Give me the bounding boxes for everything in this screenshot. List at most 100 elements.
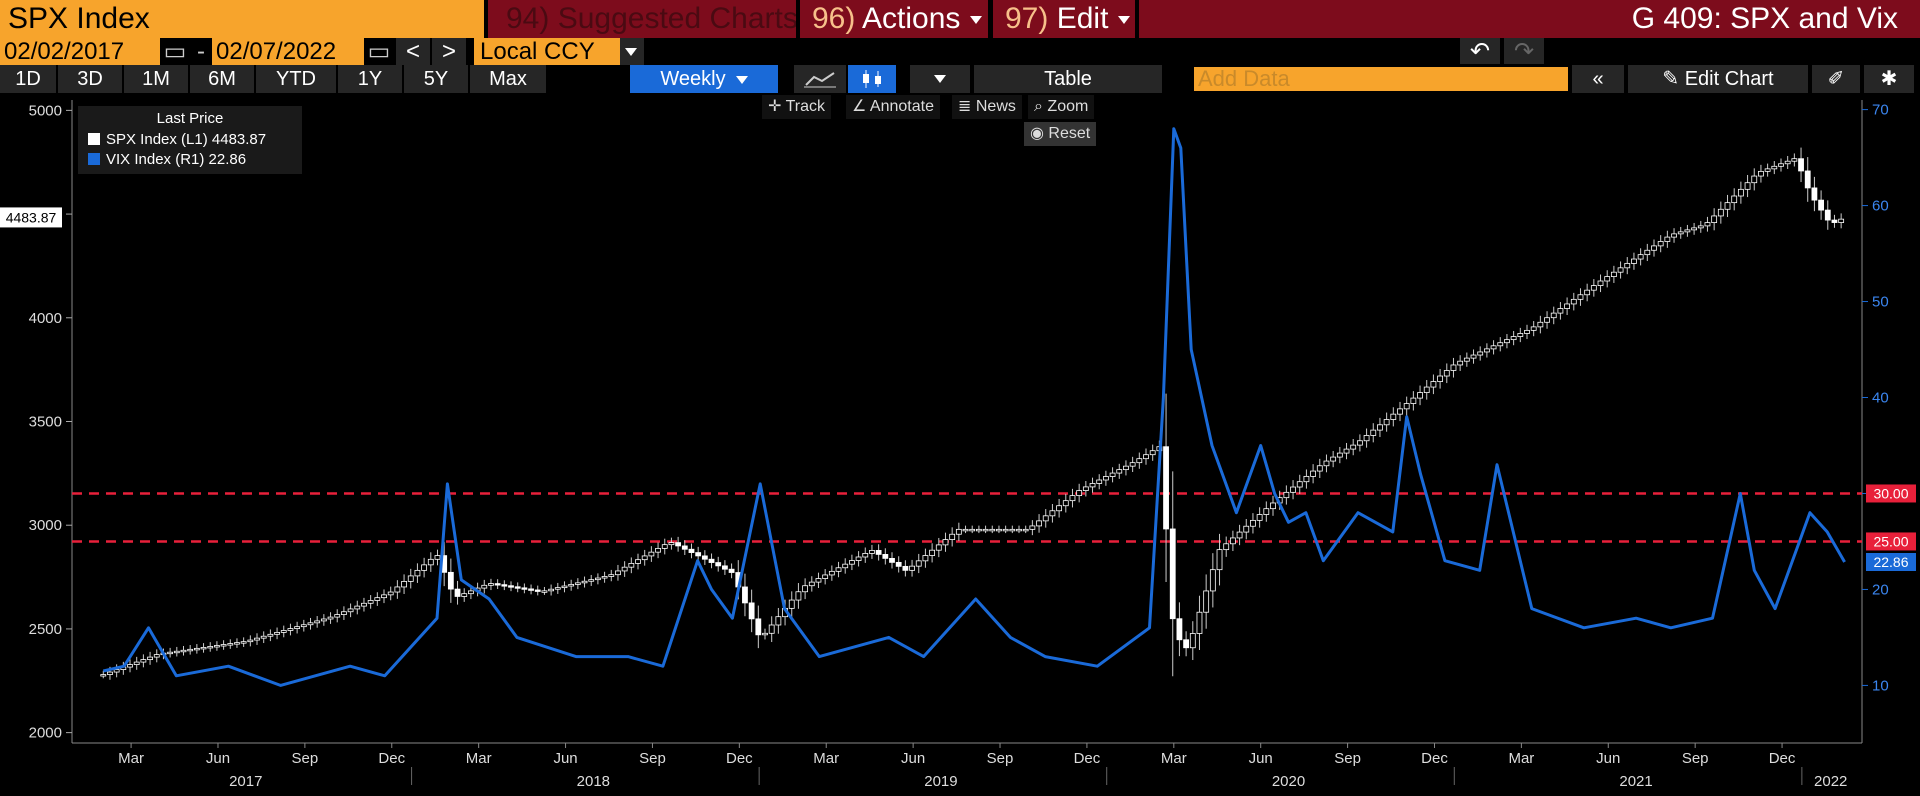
x-tick-label: Sep bbox=[987, 750, 1014, 767]
annotate-label: Annotate bbox=[869, 98, 934, 115]
reset-button[interactable]: ◉ Reset bbox=[1024, 122, 1097, 146]
ticker-field[interactable]: SPX Index bbox=[0, 0, 484, 38]
spx-candle-body bbox=[1229, 537, 1236, 545]
spx-candle-body bbox=[508, 585, 514, 588]
legend-item-vix[interactable]: VIX Index (R1) 22.86 bbox=[78, 150, 302, 170]
spx-candle-body bbox=[1129, 462, 1136, 467]
spx-candle-body bbox=[935, 544, 942, 551]
period-6m-button[interactable]: 6M bbox=[190, 65, 254, 93]
gear-icon[interactable]: ✱ bbox=[1864, 65, 1914, 93]
chart-type-dropdown[interactable] bbox=[910, 65, 970, 93]
spx-candle-body bbox=[1610, 271, 1617, 277]
spx-candle-body bbox=[655, 548, 661, 553]
spx-candle-body bbox=[361, 602, 367, 607]
period-3d-button[interactable]: 3D bbox=[58, 65, 122, 93]
spx-vix-chart[interactable]: 20002500300035004000500010203040506070Ma… bbox=[0, 93, 1920, 796]
prev-range-button[interactable]: < bbox=[396, 38, 430, 65]
zoom-tool[interactable]: ⌕ Zoom bbox=[1028, 95, 1095, 119]
spx-candle-body bbox=[795, 591, 802, 601]
period-max-button[interactable]: Max bbox=[470, 65, 546, 93]
spx-candle-body bbox=[1056, 505, 1063, 512]
spx-candle-body bbox=[1717, 208, 1724, 217]
end-date-input[interactable]: 02/07/2022 bbox=[212, 38, 364, 65]
spx-candle-body bbox=[521, 587, 528, 590]
magnifier-icon: ⌕ bbox=[1034, 98, 1043, 115]
calendar-icon[interactable]: ▭ bbox=[367, 38, 391, 65]
spx-candle-body bbox=[461, 593, 468, 597]
period-1y-button[interactable]: 1Y bbox=[338, 65, 402, 93]
spx-candle-body bbox=[1524, 329, 1530, 334]
spx-candle-body bbox=[615, 570, 621, 576]
x-tick-label: Dec bbox=[1074, 750, 1101, 767]
edit-chart-button[interactable]: ✎ Edit Chart bbox=[1628, 65, 1808, 93]
currency-dropdown-button[interactable] bbox=[620, 38, 644, 65]
spx-candle-body bbox=[1049, 510, 1056, 517]
spx-candle-body bbox=[1430, 381, 1437, 388]
spx-candle-body bbox=[320, 618, 327, 622]
spx-candle-body bbox=[534, 589, 541, 592]
undo-icon[interactable]: ↶ bbox=[1460, 38, 1500, 64]
period-ytd-button[interactable]: YTD bbox=[256, 65, 336, 93]
spx-candle-body bbox=[1657, 241, 1664, 247]
spx-candle-body bbox=[595, 577, 601, 581]
spx-last-badge bbox=[0, 207, 62, 228]
next-range-button[interactable]: > bbox=[432, 38, 466, 65]
x-tick-label: Mar bbox=[466, 750, 492, 767]
spx-candle-body bbox=[1183, 639, 1190, 649]
spx-candle-body bbox=[334, 614, 341, 618]
spx-candle-body bbox=[1731, 195, 1738, 204]
candlestick-icon[interactable] bbox=[848, 65, 896, 93]
collapse-icon[interactable]: « bbox=[1572, 65, 1624, 93]
start-date-input[interactable]: 02/02/2017 bbox=[0, 38, 160, 65]
annotate-tool[interactable]: ∠ Annotate bbox=[846, 95, 940, 119]
x-tick-label: Mar bbox=[1161, 750, 1187, 767]
spx-candle-body bbox=[1771, 165, 1778, 170]
spx-candle-body bbox=[1256, 514, 1263, 521]
legend-label-vix: VIX Index (R1) 22.86 bbox=[106, 151, 247, 168]
news-tool[interactable]: ≣ News bbox=[952, 95, 1022, 119]
actions-menu[interactable]: 96) Actions bbox=[800, 0, 988, 38]
spx-candle-body bbox=[1196, 611, 1203, 634]
chevron-down-icon bbox=[970, 16, 983, 25]
spx-candle-body bbox=[701, 555, 708, 560]
spx-last-label: 4483.87 bbox=[6, 209, 57, 225]
period-1d-button[interactable]: 1D bbox=[0, 65, 56, 93]
suggested-charts-label: Suggested Charts bbox=[557, 2, 796, 35]
spx-candle-body bbox=[635, 559, 641, 564]
reference-lines: 30.00 25.00 bbox=[72, 484, 1916, 551]
frequency-select[interactable]: Weekly bbox=[630, 65, 778, 93]
zoom-label: Zoom bbox=[1047, 98, 1089, 115]
edit-layout-icon[interactable]: ✐ bbox=[1812, 65, 1860, 93]
period-5y-button[interactable]: 5Y bbox=[404, 65, 468, 93]
vix-series bbox=[102, 127, 1846, 687]
track-tool[interactable]: ✛ Track bbox=[762, 95, 831, 119]
spx-candle-body bbox=[488, 583, 494, 586]
calendar-icon[interactable]: ▭ bbox=[163, 38, 187, 65]
spx-candle-body bbox=[1263, 508, 1270, 515]
add-data-input[interactable]: Add Data bbox=[1194, 67, 1568, 91]
spx-candle-body bbox=[848, 560, 855, 565]
spx-candle-body bbox=[1330, 456, 1337, 462]
spx-candle-body bbox=[1203, 590, 1210, 613]
spx-candle-body bbox=[942, 539, 949, 546]
spx-candle-body bbox=[1250, 519, 1256, 527]
spx-candle-body bbox=[1544, 317, 1550, 323]
spx-candle-body bbox=[1637, 254, 1644, 260]
header-bar: SPX Index 94) Suggested Charts 96) Actio… bbox=[0, 0, 1920, 38]
spx-candle-body bbox=[1490, 345, 1497, 350]
edit-menu[interactable]: 97) Edit bbox=[993, 0, 1135, 38]
legend-item-spx[interactable]: SPX Index (L1) 4483.87 bbox=[78, 130, 302, 150]
spx-candle-body bbox=[294, 626, 301, 629]
spx-candle-body bbox=[1109, 472, 1116, 477]
spx-candle-body bbox=[427, 558, 434, 566]
table-button[interactable]: Table bbox=[974, 65, 1162, 93]
spx-candle-body bbox=[1463, 357, 1470, 362]
left-tick-label: 2000 bbox=[29, 725, 62, 742]
line-chart-icon[interactable] bbox=[794, 65, 846, 93]
currency-select[interactable]: Local CCY bbox=[474, 38, 620, 65]
suggested-charts-button[interactable]: 94) Suggested Charts bbox=[488, 0, 796, 38]
spx-candle-body bbox=[695, 552, 702, 557]
spx-candle-body bbox=[1504, 339, 1510, 344]
period-1m-button[interactable]: 1M bbox=[124, 65, 188, 93]
redo-icon[interactable]: ↷ bbox=[1504, 38, 1544, 64]
